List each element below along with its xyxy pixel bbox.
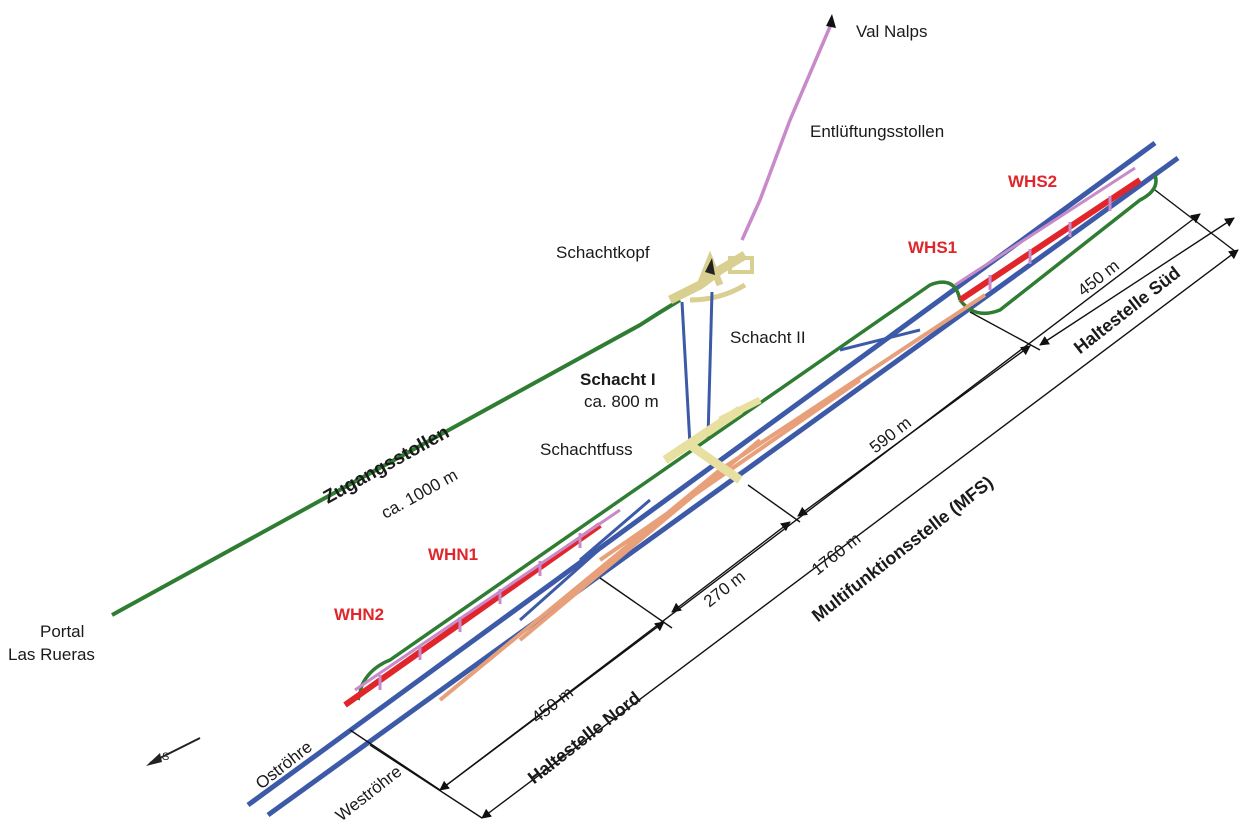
zone-whn2: WHN2	[334, 605, 385, 624]
schacht-ii-label: Schacht II	[730, 328, 806, 347]
ventilation-arrow-icon	[826, 14, 836, 28]
schacht-i-length: ca. 800 m	[584, 392, 659, 411]
dimension-lines	[349, 189, 1239, 819]
shaft-ii	[706, 291, 714, 439]
svg-text:S: S	[162, 751, 169, 763]
portal-label-line1: Portal	[40, 622, 85, 641]
west-tube	[266, 155, 1180, 818]
schachtfuss-label: Schachtfuss	[540, 440, 633, 459]
shaft-i	[680, 301, 692, 446]
val-nalps-label: Val Nalps	[856, 22, 928, 41]
compass-icon: S	[146, 737, 201, 766]
portal-label-line2: Las Rueras	[8, 645, 95, 664]
entlueftungsstollen-label: Entlüftungsstollen	[810, 122, 945, 141]
schacht-i-label: Schacht I	[580, 370, 656, 389]
zone-whn1: WHN1	[428, 545, 479, 564]
zone-whs2: WHS2	[1008, 172, 1058, 191]
zone-whs1: WHS1	[908, 238, 958, 257]
schachtkopf-label: Schachtkopf	[556, 243, 650, 262]
north-bypass	[356, 280, 962, 701]
haltestelle-nord-structure	[343, 508, 621, 708]
